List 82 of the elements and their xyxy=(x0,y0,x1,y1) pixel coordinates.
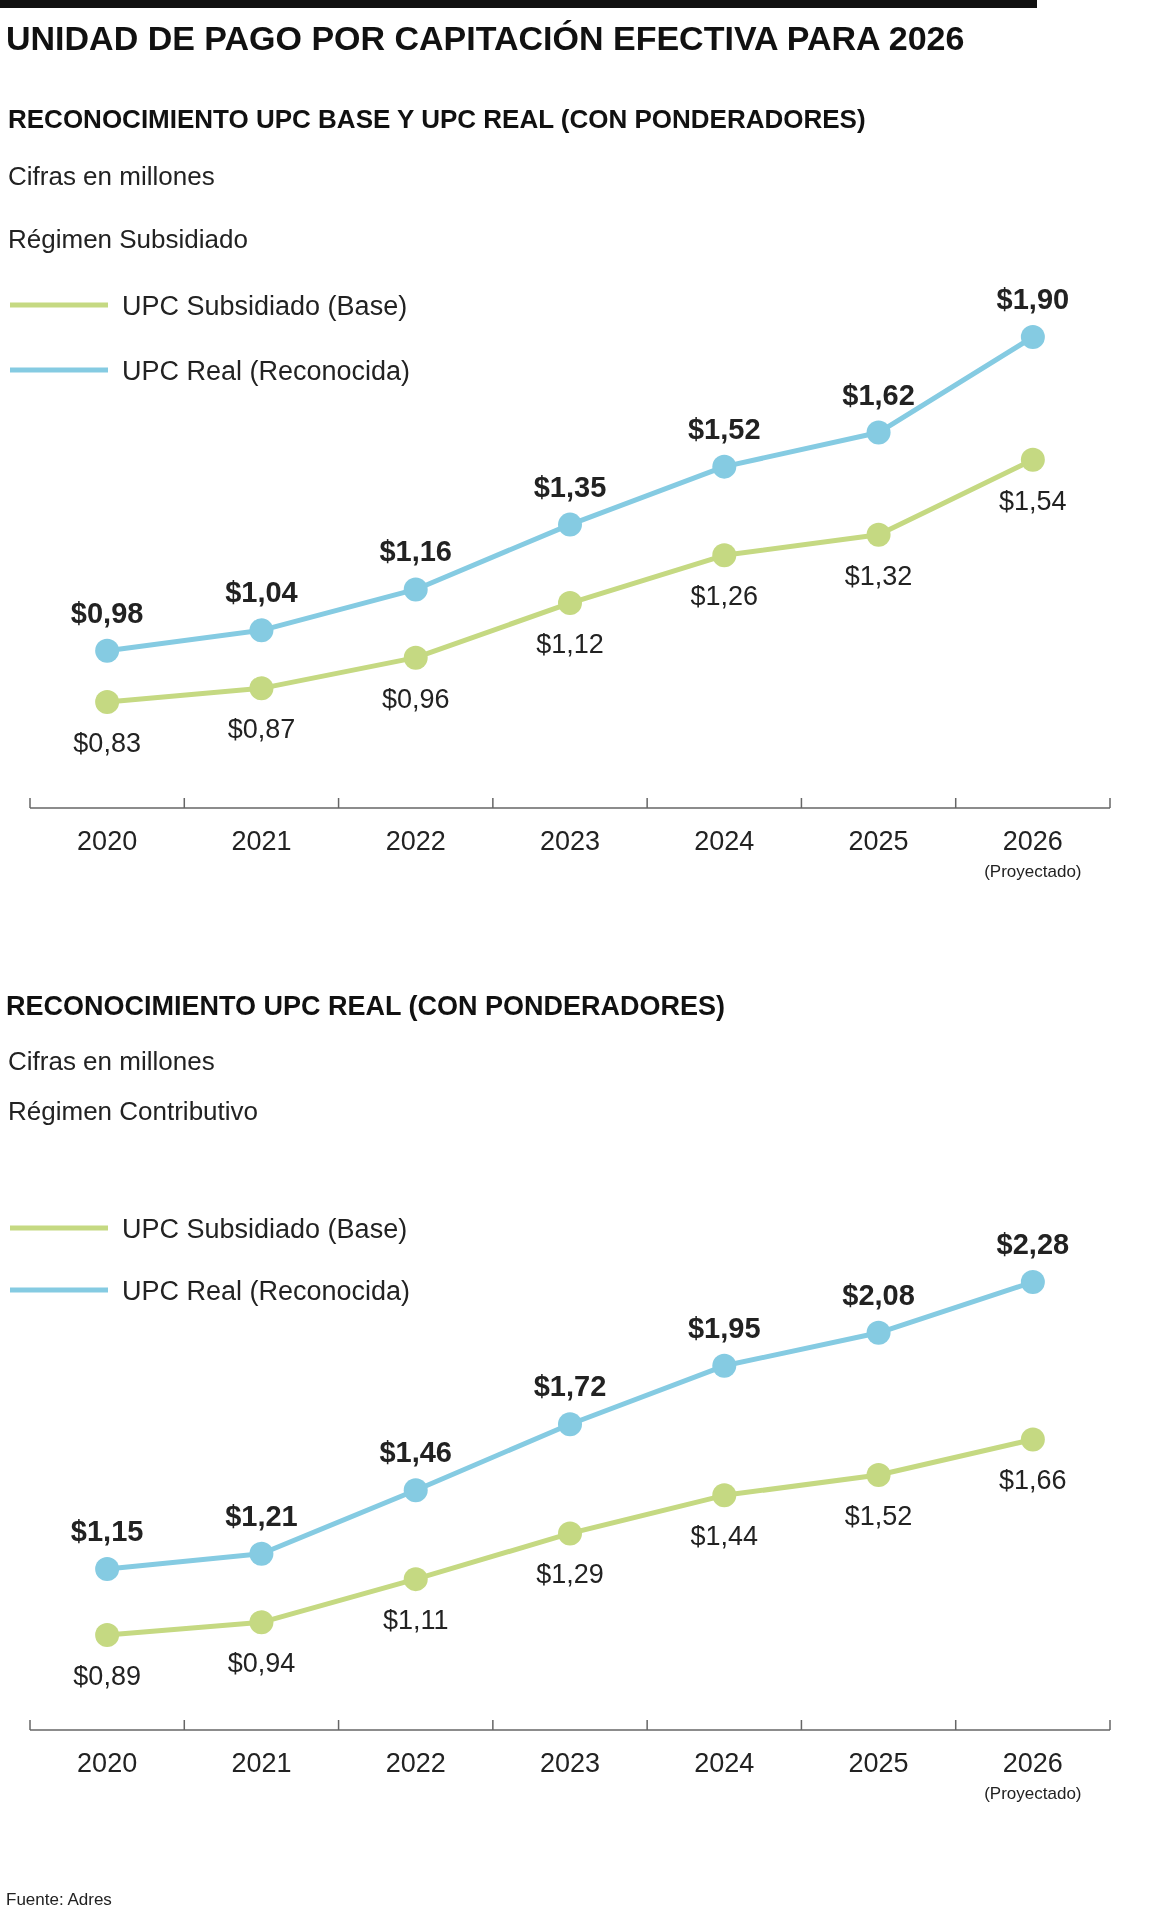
point xyxy=(712,1483,737,1508)
data-label: $0,89 xyxy=(73,1661,141,1691)
point xyxy=(866,420,891,445)
x-tick-label: 2026 (Proyectado) xyxy=(984,826,1082,881)
data-label: $2,28 xyxy=(996,1228,1070,1260)
point xyxy=(558,591,582,616)
x-tick-label: 2020 xyxy=(77,826,138,856)
point xyxy=(249,676,274,701)
point xyxy=(403,1478,428,1503)
data-label: $1,44 xyxy=(690,1521,759,1552)
data-label: $1,35 xyxy=(533,470,607,503)
data-label: $1,11 xyxy=(382,1605,449,1636)
data-label: $0,96 xyxy=(381,683,450,714)
data-label: $1,26 xyxy=(690,581,759,612)
point xyxy=(558,512,582,537)
point xyxy=(1020,325,1045,349)
chart-subtitle: RECONOCIMIENTO UPC BASE Y UPC REAL (CON PONDERADORES) xyxy=(8,104,866,134)
legend-label: UPC Real (Reconocida) xyxy=(122,1276,411,1306)
data-label: $1,52 xyxy=(844,1501,913,1532)
point xyxy=(249,1541,274,1566)
data-label: $1,66 xyxy=(999,1465,1067,1496)
data-label: $1,54 xyxy=(999,485,1067,516)
point xyxy=(95,638,120,663)
x-tick-label: 2023 xyxy=(539,826,601,856)
x-tick-label: 2026 (Proyectado) xyxy=(984,1748,1082,1803)
x-tick-label: 2021 xyxy=(231,826,292,856)
data-label: $1,32 xyxy=(844,560,913,591)
text: Cifras en millones xyxy=(8,161,215,191)
point xyxy=(403,1567,428,1592)
data-label: $0,94 xyxy=(227,1648,296,1679)
data-label: $1,46 xyxy=(379,1436,452,1469)
data-label: $1,29 xyxy=(536,1559,604,1590)
data-label: $0,83 xyxy=(73,728,141,758)
data-label: $1,52 xyxy=(688,412,761,445)
data-label: $1,15 xyxy=(70,1514,144,1547)
point xyxy=(249,618,274,643)
x-tick-label: 2024 xyxy=(694,826,755,856)
x-tick-label: 2021 xyxy=(231,1748,292,1778)
data-label: $0,98 xyxy=(70,596,144,629)
text: Régimen Contributivo xyxy=(8,1096,259,1126)
point xyxy=(712,543,737,568)
source-note: Fuente: Adres xyxy=(6,1890,112,1909)
point xyxy=(95,690,120,714)
point xyxy=(866,1320,891,1345)
chart-title: RECONOCIMIENTO UPC REAL (CON PONDERADORES) xyxy=(6,991,726,1021)
data-label: $1,62 xyxy=(842,378,915,411)
text: Régimen Subsidiado xyxy=(8,224,248,254)
x-tick-label: 2022 xyxy=(385,826,446,856)
data-label: $1,72 xyxy=(533,1370,607,1403)
chart-title: UNIDAD DE PAGO POR CAPITACIÓN EFECTIVA PARA 2026 xyxy=(6,19,965,57)
legend-label: UPC Subsidiado (Base) xyxy=(122,291,408,321)
x-tick-label: 2022 xyxy=(385,1748,446,1778)
x-tick-label: 2025 xyxy=(848,1748,909,1778)
data-label: $1,90 xyxy=(996,283,1070,315)
x-tick-label: 2025 xyxy=(848,826,909,856)
data-label: $1,95 xyxy=(688,1311,761,1344)
legend-label: UPC Real (Reconocida) xyxy=(122,356,411,386)
point xyxy=(95,1556,120,1581)
point xyxy=(558,1412,582,1437)
point xyxy=(1020,1270,1045,1294)
point xyxy=(712,1353,737,1378)
data-label: $1,21 xyxy=(225,1499,298,1532)
x-tick-label: 2024 xyxy=(694,1748,755,1778)
legend-label: UPC Subsidiado (Base) xyxy=(122,1214,408,1244)
point xyxy=(866,1463,891,1488)
data-label: $1,16 xyxy=(379,535,452,568)
point xyxy=(558,1521,582,1546)
point xyxy=(403,577,428,602)
point xyxy=(95,1623,120,1647)
data-label: $2,08 xyxy=(842,1278,915,1311)
data-label: $0,87 xyxy=(227,714,296,745)
point xyxy=(866,522,891,547)
point xyxy=(249,1610,274,1635)
data-label: $1,12 xyxy=(536,629,604,660)
point xyxy=(712,454,737,479)
point xyxy=(1020,447,1045,472)
x-tick-label: 2020 xyxy=(77,1748,138,1778)
data-label: $1,04 xyxy=(225,576,298,609)
point xyxy=(1020,1427,1045,1452)
text: Cifras en millones xyxy=(8,1046,215,1076)
x-tick-label: 2023 xyxy=(539,1748,601,1778)
point xyxy=(403,645,428,670)
